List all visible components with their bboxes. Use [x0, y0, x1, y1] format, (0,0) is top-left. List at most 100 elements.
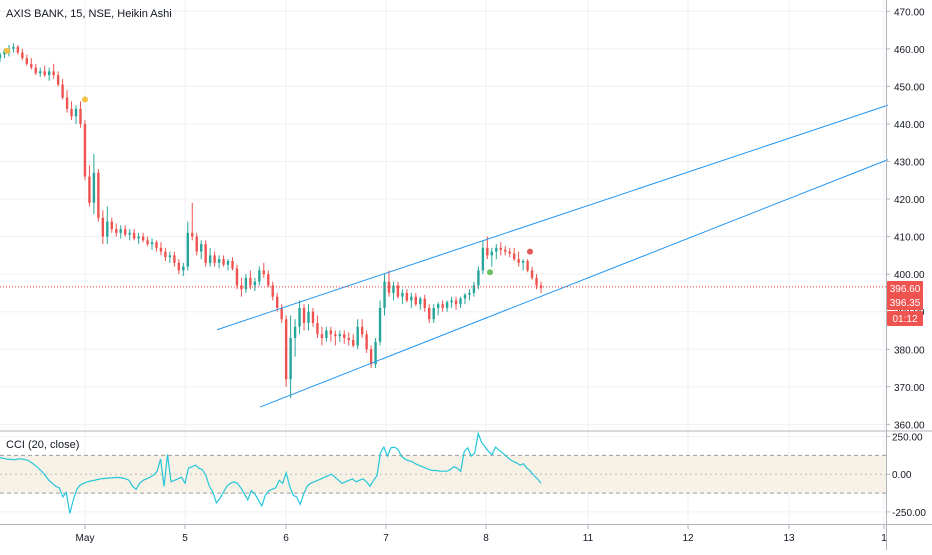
candle-body: [432, 307, 435, 320]
price-tick-label: 360.00: [894, 420, 925, 431]
candle: [329, 326, 333, 342]
candle-body: [535, 277, 538, 286]
countdown-label: 01:12: [887, 311, 923, 326]
candle-body: [253, 281, 257, 286]
candle: [16, 45, 20, 55]
candle-body: [481, 247, 485, 271]
candle-body: [208, 255, 212, 263]
candle: [459, 296, 462, 308]
candle-body: [454, 300, 458, 305]
candle-body: [159, 247, 163, 252]
candle-body: [396, 285, 400, 297]
candle-body: [512, 253, 516, 260]
candle: [419, 296, 422, 310]
candle-body: [249, 277, 252, 286]
candle: [231, 257, 234, 271]
signal-dot: [527, 248, 533, 255]
candle-body: [463, 294, 467, 299]
candle: [164, 247, 167, 262]
candle-body: [164, 251, 167, 258]
candle: [374, 337, 377, 369]
candle-body: [182, 266, 185, 271]
candle-body: [119, 229, 122, 233]
candle: [47, 67, 51, 81]
candle: [65, 90, 69, 113]
candle: [378, 300, 382, 346]
candle-body: [378, 307, 382, 342]
candle: [128, 229, 131, 241]
time-tick-label: 5: [182, 533, 188, 544]
candle-body: [115, 229, 118, 233]
candle: [521, 259, 525, 271]
candle: [56, 71, 60, 87]
candle-body: [191, 232, 194, 237]
candle: [249, 270, 252, 290]
candle-body: [276, 296, 279, 308]
candle: [101, 210, 105, 245]
candle-body: [445, 302, 449, 308]
candle: [83, 120, 87, 181]
candle-body: [79, 108, 82, 124]
channel-lines-group[interactable]: [216, 104, 889, 408]
candle-body: [173, 255, 176, 263]
price-label-line: 396.60: [887, 281, 923, 296]
candle: [21, 48, 24, 61]
candle: [182, 262, 185, 277]
time-tick-label: 1: [881, 533, 887, 544]
candle-body: [177, 262, 181, 271]
candle-body: [213, 255, 216, 263]
candle-body: [352, 339, 355, 346]
candle: [338, 330, 342, 342]
candle: [369, 345, 373, 369]
candle-body: [123, 229, 127, 235]
time-tick-label: 6: [283, 533, 289, 544]
candle-body: [258, 270, 261, 282]
candle-body: [56, 75, 60, 85]
candle: [396, 281, 400, 299]
candle-body: [468, 292, 471, 295]
price-tick-label: 380.00: [894, 345, 925, 356]
candle: [445, 300, 449, 312]
candle-body: [526, 261, 529, 271]
candle-body: [490, 251, 494, 256]
candle: [356, 319, 359, 350]
candle-body: [423, 298, 426, 308]
candle: [387, 270, 391, 297]
candle: [432, 304, 435, 323]
candle: [150, 238, 154, 250]
candle-body: [146, 240, 149, 245]
candle: [499, 242, 502, 256]
signal-dots-group: [4, 47, 533, 276]
candle-body: [401, 292, 404, 297]
candle: [253, 277, 257, 292]
candle: [334, 330, 337, 346]
candle: [70, 101, 73, 121]
candle-body: [65, 97, 69, 109]
candle: [195, 232, 198, 256]
candle-body: [262, 270, 265, 275]
channel-line: [259, 159, 889, 408]
candle: [199, 240, 203, 260]
candle-body: [280, 307, 283, 320]
candle: [307, 304, 310, 331]
candle-body: [450, 300, 453, 303]
candle: [423, 294, 426, 312]
candle: [141, 232, 145, 243]
candle: [25, 54, 29, 66]
candle: [490, 247, 494, 267]
candle: [43, 65, 46, 77]
candle: [186, 221, 189, 271]
candle-body: [307, 311, 310, 323]
signal-dot: [82, 96, 88, 103]
price-tick-label: 450.00: [894, 82, 925, 93]
candle-body: [284, 319, 288, 380]
candle: [34, 63, 37, 76]
candle: [352, 334, 355, 348]
candle: [271, 281, 274, 301]
chart-title: AXIS BANK, 15, NSE, Heikin Ashi: [6, 8, 172, 20]
channel-line: [216, 104, 889, 331]
candle-body: [21, 52, 24, 59]
candle: [119, 225, 122, 239]
